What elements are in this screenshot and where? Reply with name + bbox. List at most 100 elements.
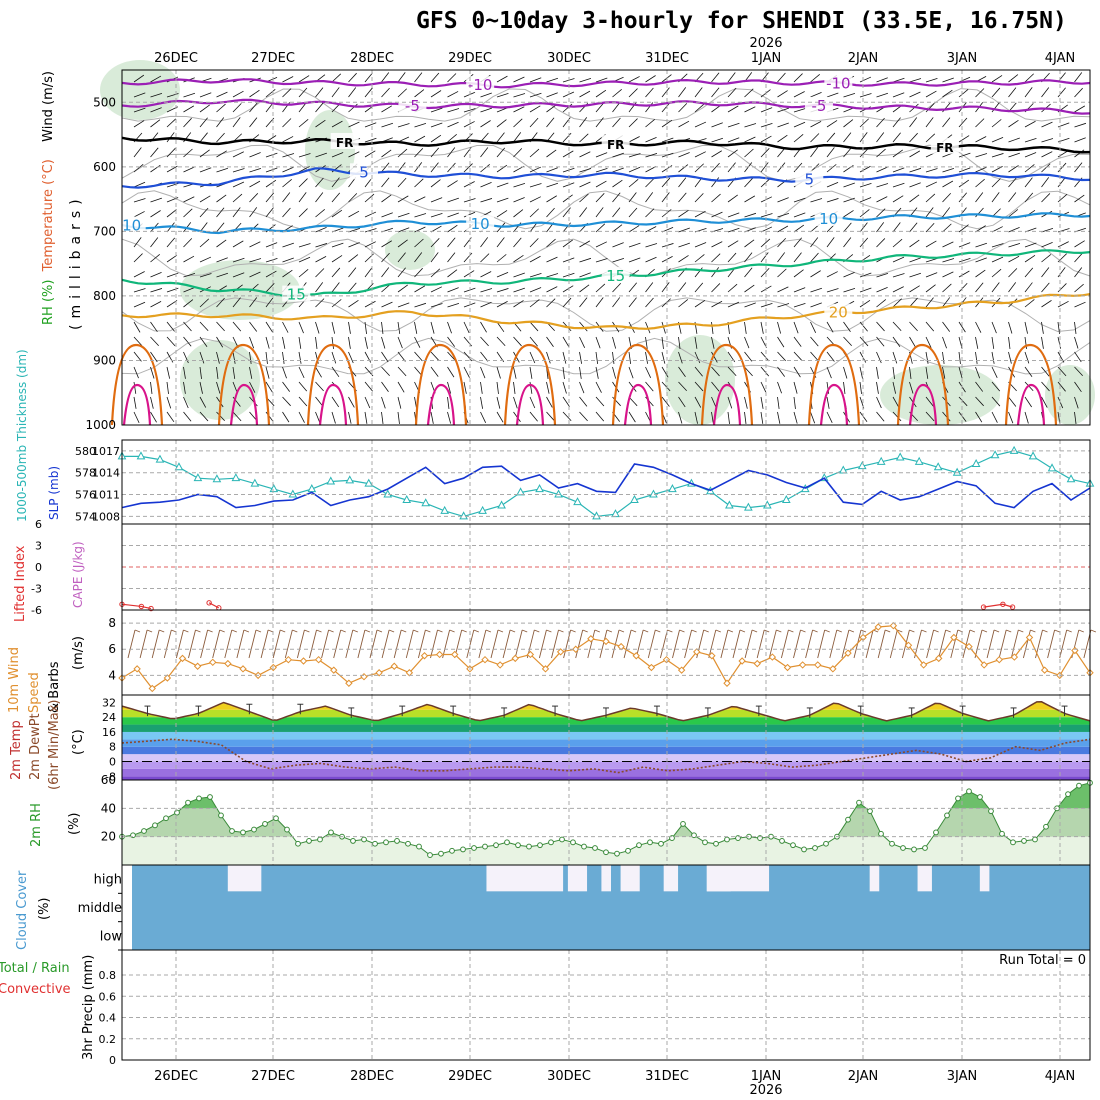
wind-barb: [595, 366, 599, 379]
wind-speed-point: [345, 679, 353, 687]
wind-barb: [150, 396, 154, 409]
wind-barb: [348, 282, 357, 293]
wind-barb: [925, 396, 934, 407]
wind-barb: [463, 351, 473, 362]
wind-barb-10m: [877, 629, 886, 659]
warm-contour-30: [623, 383, 653, 426]
wind-speed-point: [647, 663, 656, 672]
wind-barb: [133, 411, 140, 424]
wind-barb-flag: [812, 629, 818, 633]
rh-point: [251, 826, 257, 833]
contour-label-bg: [824, 303, 853, 320]
rh-isoline: [121, 88, 1091, 122]
wind-barb: [975, 366, 981, 379]
wind-barb: [496, 197, 509, 203]
thickness-point: [383, 489, 393, 498]
wind-barb: [199, 104, 210, 113]
wind-barb-10m: [841, 629, 850, 659]
wind-barb-flag: [534, 629, 540, 633]
wind-barb: [843, 210, 854, 218]
wind-barb: [397, 267, 406, 278]
wind-barb: [150, 164, 161, 173]
thickness-point: [497, 500, 506, 509]
warm-contour-30: [122, 383, 152, 426]
wind-barb: [1074, 105, 1086, 113]
wind-barb: [694, 254, 705, 263]
wind-barb: [876, 222, 885, 233]
wind-barb: [909, 321, 918, 332]
wind-barb: [925, 168, 938, 173]
wind-speed-point: [193, 662, 202, 670]
contour-label: -5: [405, 97, 420, 115]
wind-barb: [942, 167, 955, 173]
thickness-point: [516, 487, 525, 496]
wind-speed-point: [572, 645, 580, 653]
wind-barb: [348, 193, 358, 203]
wind-barb: [942, 192, 952, 203]
wind-barb: [958, 282, 968, 293]
wind-barb: [282, 396, 291, 407]
wind-barb: [810, 74, 820, 83]
wind-barb: [232, 272, 245, 278]
wind-barb: [1041, 282, 1050, 293]
wind-barb: [249, 117, 258, 128]
wind-barb: [826, 132, 836, 143]
wind-barb: [397, 123, 410, 128]
wind-barb: [166, 209, 177, 218]
wind-barb-10m: [502, 629, 511, 659]
wind-barb: [414, 321, 418, 334]
y-tick-label: 40: [101, 801, 116, 815]
wind-barb: [546, 396, 553, 408]
rh-isoline: [121, 190, 1091, 230]
wind-barb: [513, 254, 524, 263]
wind-barb: [942, 207, 951, 218]
wind-barb: [133, 366, 139, 379]
wind-barb: [331, 209, 343, 218]
wind-speed-point: [587, 635, 595, 643]
wind-barb: [595, 207, 604, 218]
wind-yunit: (m/s): [71, 636, 86, 670]
wind-barb: [216, 381, 221, 394]
wind-barb: [744, 366, 753, 377]
wind-barb: [892, 222, 901, 233]
wind-barb: [364, 72, 373, 83]
ylabel-part: & Barbs: [47, 661, 62, 713]
wind-barb: [447, 411, 452, 424]
rh-point: [218, 812, 224, 819]
wind-barb-flag: [437, 629, 443, 633]
wind-barb: [727, 162, 736, 173]
wind-barb: [430, 90, 442, 98]
ylabel-unit: (°C): [71, 729, 86, 755]
wind-barb: [793, 91, 805, 98]
top-date-label: 31DEC: [645, 51, 689, 66]
wind-barb: [1024, 87, 1033, 98]
wind-barb: [397, 88, 407, 98]
wind-barb: [843, 366, 848, 379]
wind-barb: [595, 152, 608, 158]
wind-barb: [1074, 72, 1083, 83]
wind-barb: [892, 182, 905, 188]
wind-barb-10m: [780, 629, 789, 659]
bottom-date-label: 27DEC: [251, 1069, 295, 1084]
wind-barb: [447, 287, 459, 293]
bottom-date-label: 4JAN: [1045, 1069, 1076, 1084]
wind-barb: [348, 336, 351, 349]
wind-speed-point: [753, 659, 761, 668]
wind-barb: [150, 210, 161, 218]
wind-barb: [480, 366, 486, 379]
wind-barb: [991, 87, 1001, 98]
wind-barb: [480, 381, 483, 394]
thickness-point: [1047, 463, 1057, 472]
rh-point: [196, 795, 202, 802]
wind-barb: [760, 267, 770, 278]
wind-barb-10m: [974, 629, 983, 659]
wind-barb: [678, 351, 683, 364]
wind-barb: [265, 242, 278, 248]
wind-barb: [760, 213, 773, 218]
wind-barb: [496, 237, 505, 248]
thickness-point: [535, 484, 544, 493]
temp-color-band: [122, 776, 1090, 780]
wind-barb: [562, 366, 565, 379]
wind-barb: [1074, 301, 1086, 308]
rh-point: [1076, 782, 1082, 789]
